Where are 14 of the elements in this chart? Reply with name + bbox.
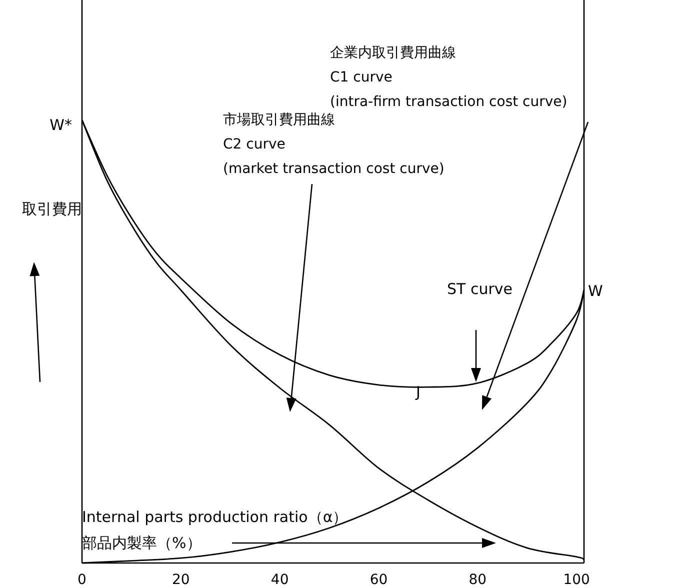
x-tick-label: 60 — [370, 572, 388, 588]
text: W* — [50, 116, 72, 134]
text: 企業内取引費用曲線 C1 curve (intra-firm transaction cost curve) — [330, 45, 568, 110]
text: W — [588, 282, 603, 300]
x-tick-label: 0 — [78, 572, 86, 588]
annotation: 部品内製率（%） — [82, 534, 202, 552]
x-axis-title: Internal parts production ratio（α） — [82, 508, 348, 526]
x-tick-label: 100 — [563, 572, 590, 588]
x-tick-label: 20 — [172, 572, 190, 588]
annotation: 市場取引費用曲線 C2 curve (market transaction cost curve) — [223, 112, 444, 177]
x-tick-label: 80 — [468, 572, 487, 588]
y-axis-title: 取引費用 — [22, 200, 82, 218]
annotation: ST curve — [447, 280, 512, 298]
x-tick-label: 40 — [270, 572, 289, 588]
